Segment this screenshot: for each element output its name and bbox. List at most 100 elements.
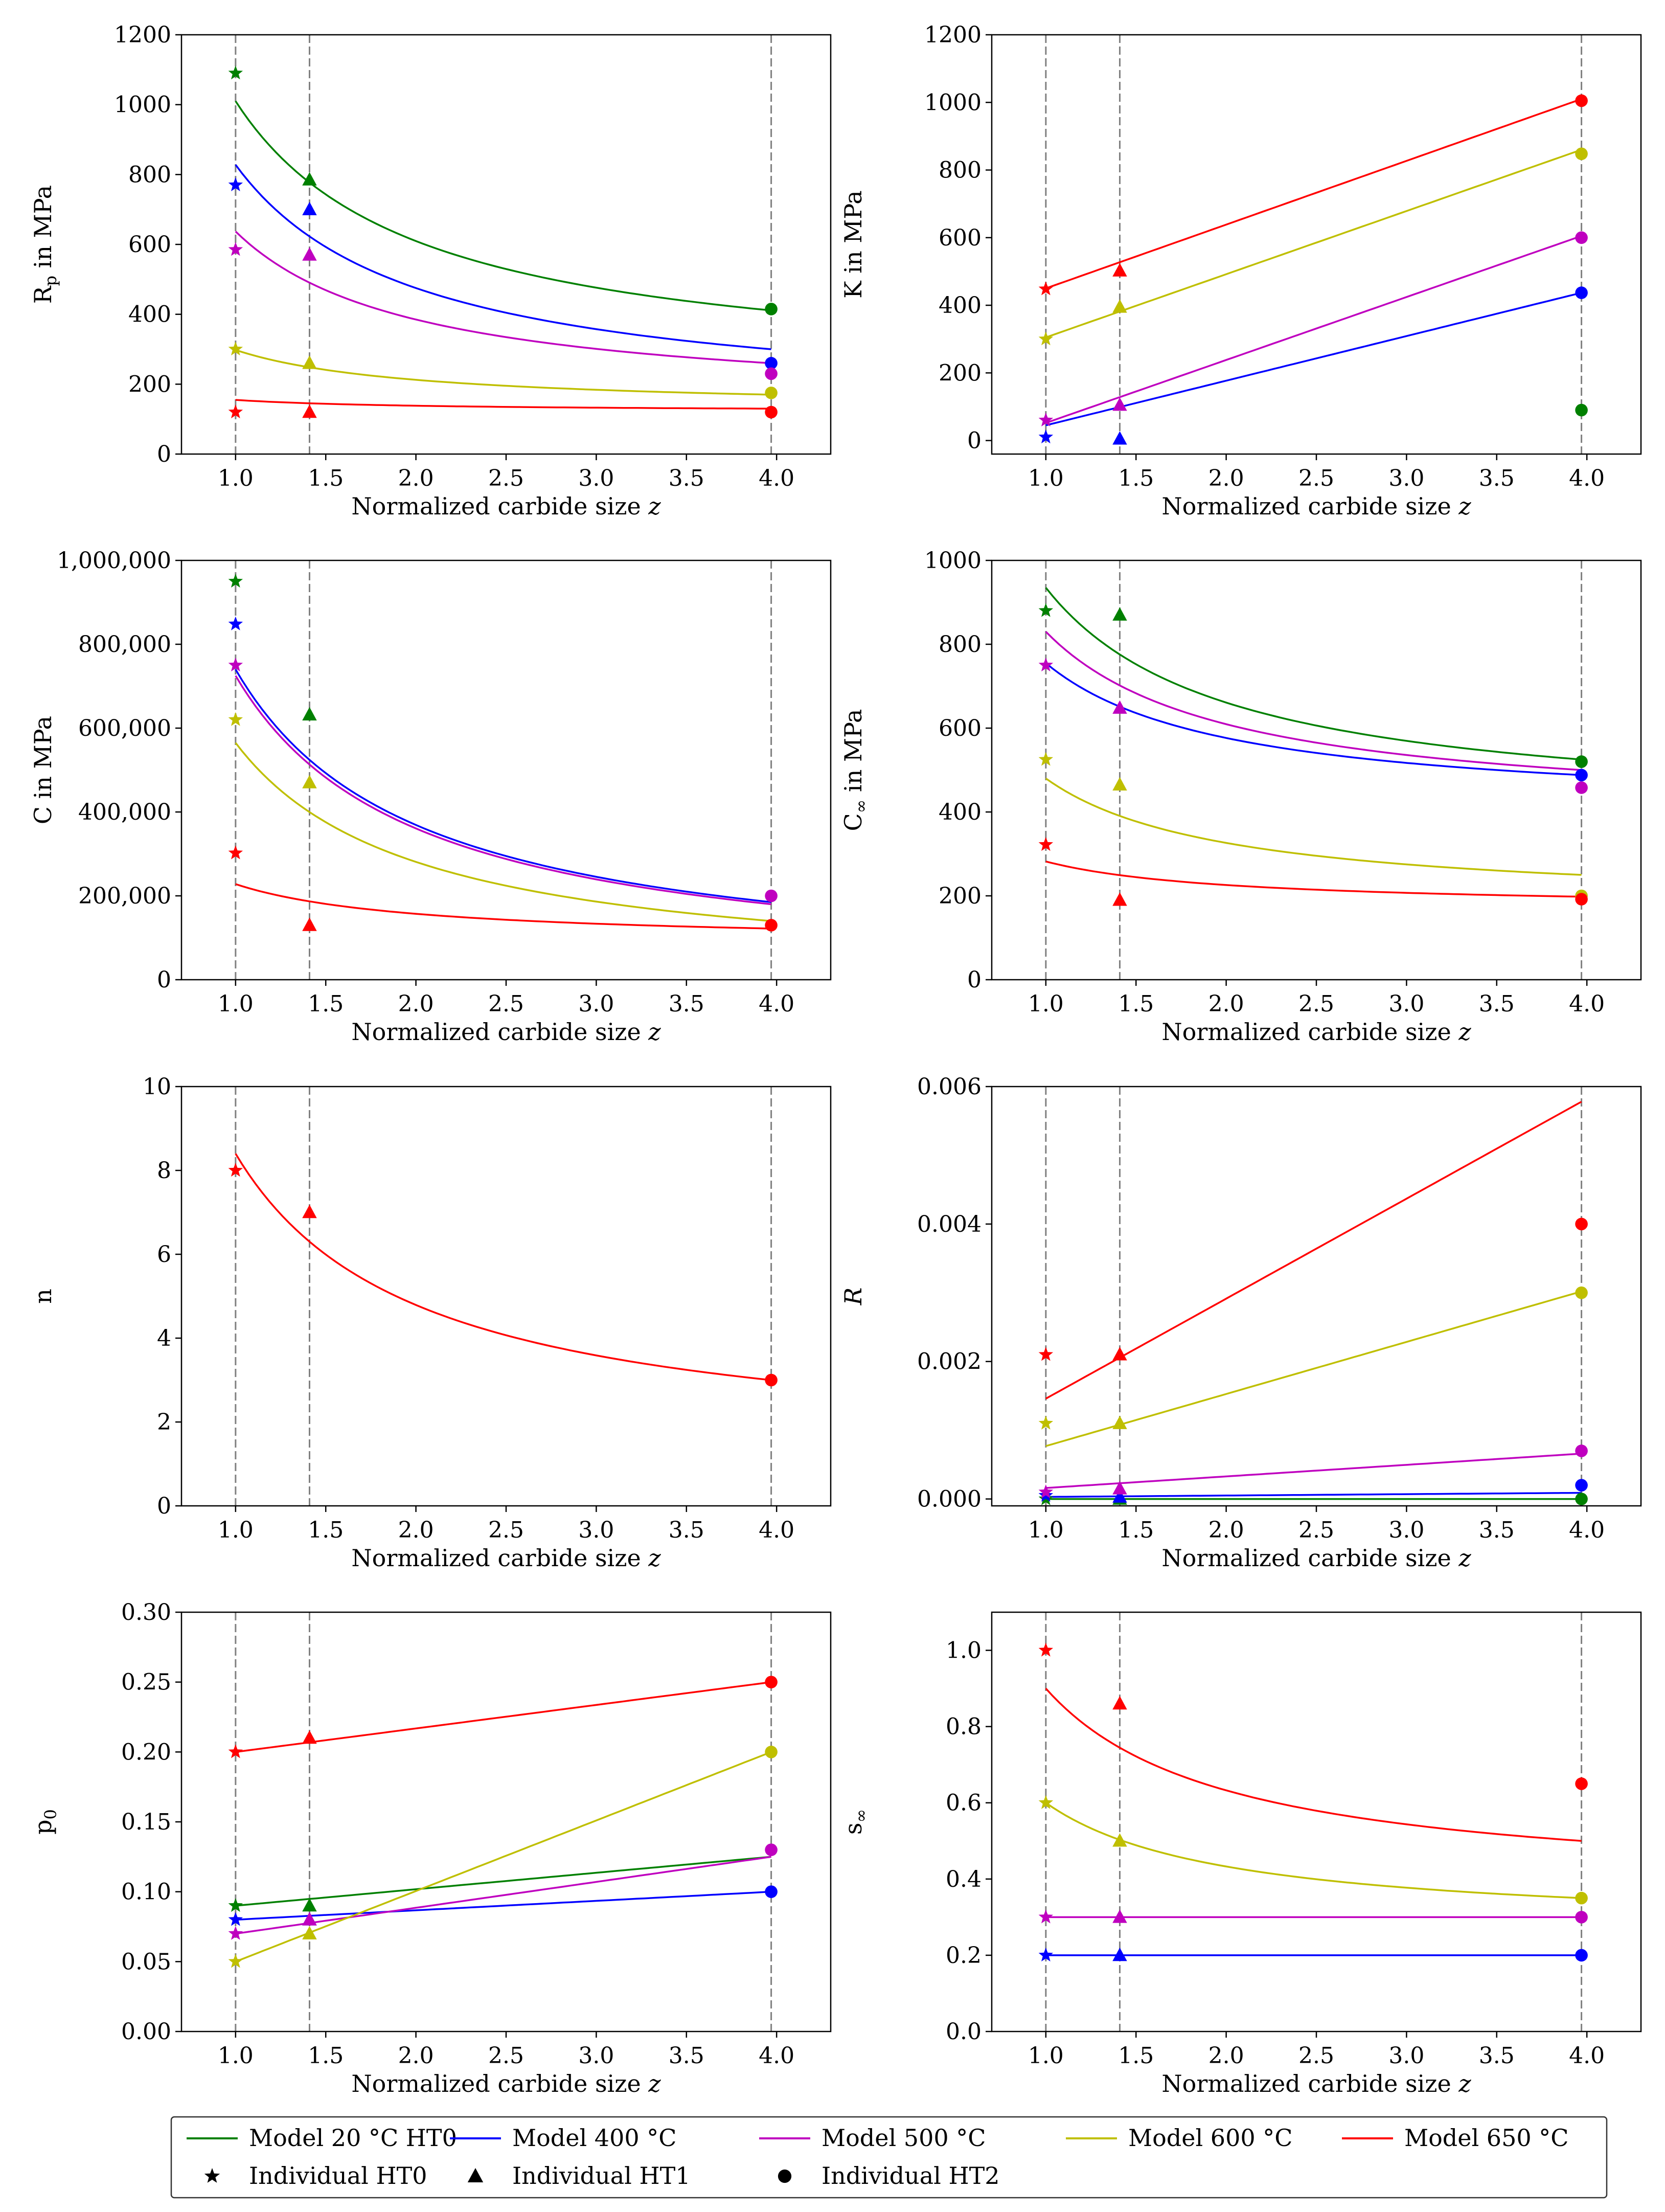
series-line-model-600-c [235,1751,772,1962]
panel-series-layer [1045,1101,1582,1500]
series-line-model-500-c [1045,235,1582,424]
x-axis-label: Normalized carbide size z [351,1544,661,1572]
legend-line-label: Model 650 °C [1404,2124,1568,2152]
x-tick-label: 2.0 [398,1517,434,1543]
data-point-star [228,404,243,419]
x-axis-label-variable: z [648,1018,661,1046]
y-axis-label-subscript: ∞ [851,800,871,814]
y-axis-label-subscript: ∞ [851,1809,871,1823]
x-axis-label: Normalized carbide size z [1161,1018,1471,1046]
y-axis-label: s∞ [839,1809,871,1835]
x-tick-label: 3.0 [1388,465,1424,491]
data-point-triangle [302,247,317,261]
series-line-model-650-c [235,399,771,410]
data-point-star [228,342,243,356]
series-line-model-650-c [235,883,771,930]
y-tick-label: 200,000 [78,883,171,909]
legend-marker-label: Individual HT1 [512,2162,691,2190]
x-tick-label: 4.0 [1569,2043,1605,2069]
y-tick-label: 0 [157,967,171,993]
x-axis-label: Normalized carbide size z [1161,492,1471,520]
x-tick-label: 3.0 [578,465,614,491]
legend-line-label: Model 500 °C [822,2124,986,2152]
y-tick-label: 800 [939,157,982,184]
data-point-triangle [1112,1415,1127,1429]
data-point-triangle [302,707,317,720]
x-axis-label: Normalized carbide size z [351,492,661,520]
data-point-triangle [302,172,317,186]
data-point-triangle [302,201,317,215]
data-point-star [228,1898,243,1912]
x-tick-label: 2.5 [488,991,524,1017]
legend-line-label: Model 600 °C [1128,2124,1292,2152]
x-tick-label: 4.0 [759,1517,794,1543]
y-tick-label: 0.4 [946,1866,982,1892]
data-point-triangle [302,917,317,931]
x-tick-label: 1.0 [1028,465,1064,491]
data-point-circle [1575,1891,1588,1905]
y-tick-label: 0.0 [946,2019,982,2045]
data-point-triangle [1112,1489,1127,1503]
data-point-star [228,177,243,191]
y-tick-label: 800 [128,162,171,188]
data-point-circle [1575,1479,1588,1492]
x-tick-label: 3.0 [1388,2043,1424,2069]
y-tick-label: 0.15 [121,1809,171,1835]
y-axis-label: C in MPa [29,716,57,824]
data-point-star [1038,429,1054,444]
data-point-triangle [1112,700,1127,714]
x-tick-label: 1.5 [308,465,344,491]
x-tick-label: 2.0 [398,2043,434,2069]
y-tick-label: 1,000,000 [57,548,171,574]
data-point-triangle [1112,263,1127,277]
series-line-model-600-c [1045,149,1582,338]
data-point-circle [765,303,778,315]
data-point-star [228,1163,243,1177]
panel-Rp: 1.0 1.5 2.0 2.5 3.0 3.5 4.0 0 200 400 600 800 1000 12… [29,22,832,520]
y-tick-label: 0.002 [917,1349,982,1375]
data-point-circle [1575,1777,1588,1790]
panel-series-layer [235,100,771,410]
data-point-star [1038,837,1054,851]
x-tick-label: 3.5 [669,1517,704,1543]
y-tick-label: 0 [157,441,171,467]
x-axis-label: Normalized carbide size z [1161,1544,1471,1572]
y-tick-label: 4 [157,1325,171,1351]
panel-p0: 1.0 1.5 2.0 2.5 3.0 3.5 4.0 0.00 0.05 0.10 0.15 0.2… [29,1599,832,2097]
data-point-circle [1575,1444,1588,1457]
panel-R: 1.0 1.5 2.0 2.5 3.0 3.5 4.0 0.000 0.002 0.004 0.00… [839,1074,1642,1572]
data-point-star [1038,281,1054,296]
series-line-model-500-c [235,231,771,365]
data-point-circle [1575,893,1588,906]
x-tick-label: 1.0 [1028,1517,1064,1543]
x-axis-label-text: Normalized carbide size [1161,1018,1458,1046]
x-tick-label: 1.0 [218,991,254,1017]
data-point-circle [1575,1493,1588,1505]
x-tick-label: 3.0 [1388,1517,1424,1543]
y-axis-label: p0 [29,1809,60,1835]
y-tick-label: 10 [143,1074,171,1100]
y-tick-label: 200 [939,360,982,386]
y-axis-label-main: R [29,285,57,304]
x-axis-label-variable: z [1458,1544,1471,1572]
data-point-circle [765,387,778,399]
series-line-model-500-c [235,1856,771,1935]
x-axis-label: Normalized carbide size z [351,1018,661,1046]
y-tick-label: 0.2 [946,1943,982,1969]
data-point-triangle [302,1205,317,1218]
x-axis-label-text: Normalized carbide size [351,492,648,520]
series-line-model-600-c [1045,1802,1582,1899]
x-tick-label: 2.5 [1298,1517,1334,1543]
data-point-circle [765,919,778,932]
x-tick-label: 1.5 [308,991,344,1017]
y-tick-label: 0 [967,428,982,454]
data-point-triangle [302,1898,317,1912]
data-point-star [228,1744,243,1758]
y-tick-label: 0.006 [917,1074,982,1100]
x-axis-label-text: Normalized carbide size [351,1018,648,1046]
y-tick-label: 200 [128,371,171,397]
x-tick-label: 2.0 [398,991,434,1017]
x-tick-label: 2.5 [488,465,524,491]
data-point-star [1038,1347,1054,1361]
data-point-star [1038,1947,1054,1961]
